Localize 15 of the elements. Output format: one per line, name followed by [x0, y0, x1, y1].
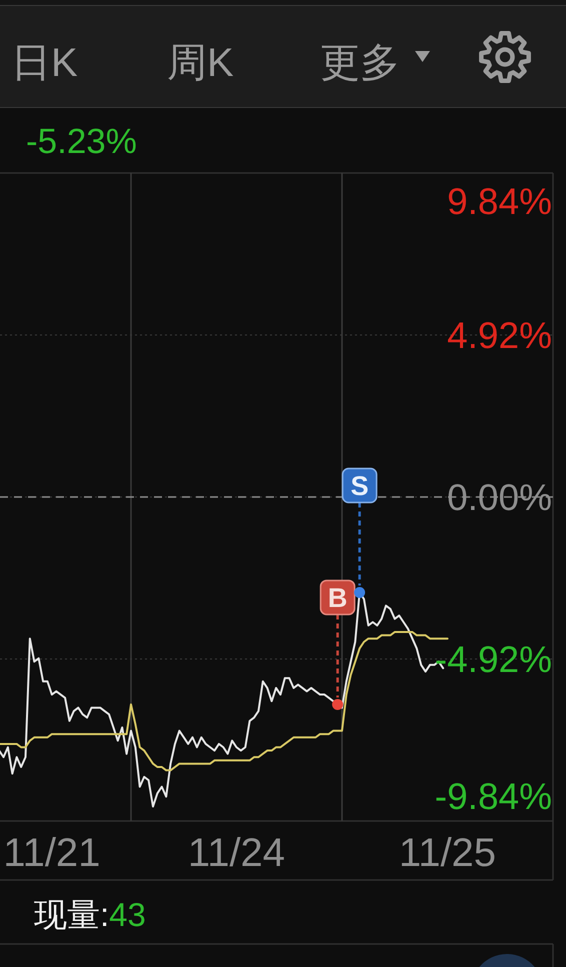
y-tick-label: -9.84%: [434, 776, 552, 817]
x-tick-label: 11/25: [398, 831, 496, 875]
text: S: [350, 470, 369, 501]
y-tick-label: 9.84%: [447, 181, 552, 222]
text: 周K: [167, 41, 234, 85]
text: B: [328, 582, 348, 613]
text: 日K: [11, 41, 78, 85]
y-tick-label: 4.92%: [447, 315, 552, 356]
text: 更多: [320, 41, 400, 85]
y-tick-label: -4.92%: [434, 639, 552, 680]
x-tick-label: 11/21: [3, 831, 100, 875]
y-tick-label: 0.00%: [447, 477, 552, 518]
x-tick-label: 11/24: [188, 831, 286, 875]
text: -5.23%: [26, 122, 137, 161]
text: 现量:43: [34, 896, 146, 933]
